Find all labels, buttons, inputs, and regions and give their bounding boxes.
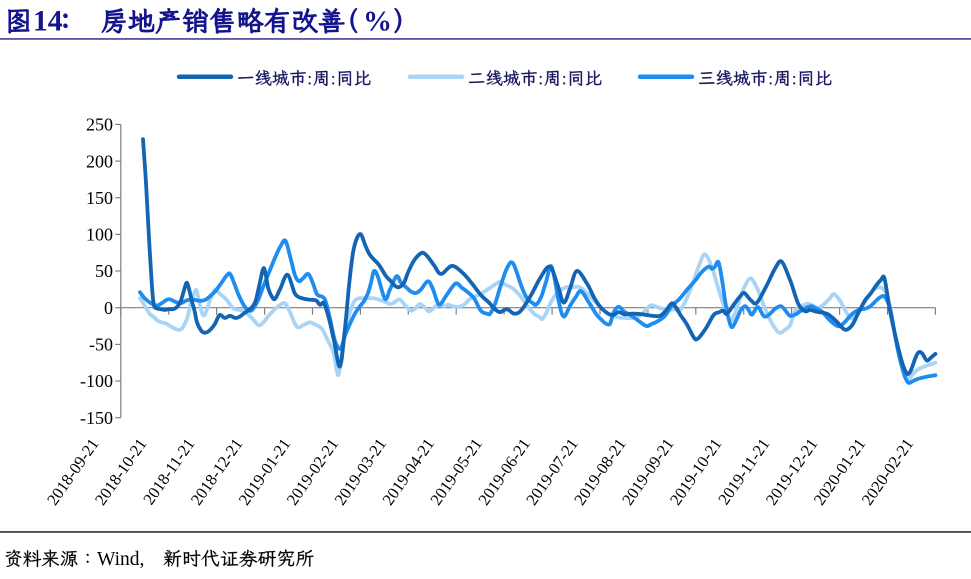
svg-text:%: % xyxy=(363,6,392,38)
svg-text:50: 50 xyxy=(95,261,113,281)
svg-text:100: 100 xyxy=(86,225,113,245)
svg-text:200: 200 xyxy=(86,151,113,171)
svg-text:-50: -50 xyxy=(89,335,113,355)
svg-text:0: 0 xyxy=(104,298,113,318)
svg-text:250: 250 xyxy=(86,115,113,135)
svg-text:150: 150 xyxy=(86,188,113,208)
svg-text:14: 14 xyxy=(33,6,63,38)
svg-text:-150: -150 xyxy=(80,408,113,428)
svg-text:Wind,: Wind, xyxy=(97,549,144,570)
svg-text:-100: -100 xyxy=(80,371,113,391)
